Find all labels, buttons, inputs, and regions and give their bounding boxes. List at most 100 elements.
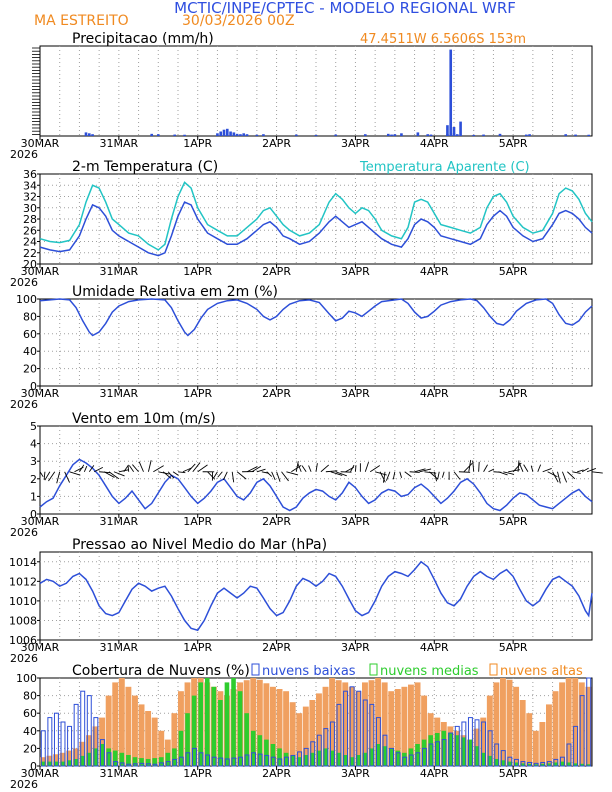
cloud-low-bar <box>395 752 401 767</box>
cloud-low-bar <box>106 752 112 767</box>
wind-arrow <box>453 471 461 480</box>
precip-bar <box>528 134 531 136</box>
cloud-low-bar <box>316 734 322 767</box>
cloud-high-bar <box>493 682 500 766</box>
cloud-mid-bar <box>106 748 111 766</box>
cloud-mid-bar <box>395 750 401 766</box>
wind-arrow <box>385 471 391 481</box>
cloud-low-bar <box>454 725 460 767</box>
legend-label: nuvens altas <box>500 664 583 679</box>
cloud-high-bar <box>316 693 322 766</box>
cloud-high-bar <box>552 691 559 766</box>
humidity-panel: 0 20 40 60 80 100 Umidade Relativa em 2m (%) 30… <box>10 284 593 411</box>
wind-arrow <box>320 464 330 473</box>
cloud-low-bar <box>303 747 309 767</box>
wind-arrow <box>503 471 515 475</box>
cloud-mid-bar <box>454 735 460 766</box>
precip-bar <box>242 133 246 136</box>
cloud-mid-bar <box>185 713 190 766</box>
wind-arrow <box>147 460 152 472</box>
precip-bar <box>150 133 154 136</box>
wind-arrow <box>463 462 473 473</box>
wind-arrow <box>350 464 355 472</box>
cloud-mid-bar <box>415 744 420 766</box>
wind-arrow <box>517 460 520 472</box>
cloud-low-bar <box>126 763 132 767</box>
x-tick-label: 5APR <box>499 515 528 528</box>
x-tick-label: 3APR <box>341 641 370 654</box>
cloud-high-bar <box>362 682 368 766</box>
cloud-low-bar <box>461 721 467 767</box>
cloud-low-bar <box>336 703 342 767</box>
wind-arrow <box>572 471 581 474</box>
cloud-low-bar <box>119 762 125 767</box>
cloud-high-bar <box>276 689 283 766</box>
precip-bar <box>498 133 502 136</box>
x-tick-label: 3APR <box>341 137 370 150</box>
wind-arrow <box>577 469 584 473</box>
wind-arrow <box>404 471 412 478</box>
x-year-label: 2026 <box>10 778 38 791</box>
cloud-high-bar <box>348 686 355 766</box>
x-tick-label: 1APR <box>183 265 212 278</box>
pressure-series-line <box>39 560 593 632</box>
cloud-high-bar <box>256 679 263 766</box>
x-tick-label: 4APR <box>420 641 449 654</box>
y-tick-label: 24 <box>23 236 37 249</box>
cloud-high-bar <box>408 684 414 766</box>
x-tick-label: 4APR <box>420 767 449 780</box>
temperature-grid <box>40 174 592 264</box>
wind-arrow <box>48 471 56 482</box>
cloud-low-bar <box>369 703 375 767</box>
precip-bar <box>222 129 226 136</box>
cloud-mid-bar <box>336 752 341 766</box>
wind-arrow <box>222 471 228 481</box>
y-tick-label: 30 <box>23 202 37 215</box>
cloud-mid-bar <box>434 733 440 766</box>
run-datetime: 30/03/2026 00Z <box>182 13 295 29</box>
cloud-high-bar <box>178 691 184 766</box>
cloud-low-bar <box>507 756 513 767</box>
cloud-mid-bar <box>231 678 236 766</box>
y-tick-label: 0 <box>30 380 37 393</box>
wind-arrow <box>315 463 318 472</box>
y-tick-label: 1010 <box>9 595 37 608</box>
cloud-mid-bar <box>546 763 552 766</box>
cloud-high-bar <box>375 678 382 766</box>
cloud-low-bar <box>546 761 552 767</box>
cloud-mid-bar <box>579 763 585 766</box>
cloud-low-bar <box>474 719 480 767</box>
x-tick-label: 4APR <box>420 265 449 278</box>
y-tick-label: 60 <box>23 328 37 341</box>
cloud-low-bar <box>408 754 414 767</box>
cloud-high-bar <box>302 706 309 766</box>
cloud-low-bar <box>40 730 46 767</box>
cloud-low-bar <box>356 690 362 767</box>
x-year-label: 2026 <box>10 526 38 539</box>
y-tick-label: 22 <box>23 247 37 260</box>
cloud-mid-bar <box>244 713 249 766</box>
cloud-mid-bar <box>323 748 328 766</box>
precip-bar <box>446 125 449 136</box>
cloud-mid-bar <box>178 730 184 766</box>
x-tick-label: 2APR <box>262 387 291 400</box>
cloud-high-bar <box>355 691 362 766</box>
x-tick-label: 31MAR <box>100 387 139 400</box>
cloud-mid-bar <box>191 695 197 766</box>
cloud-mid-bar <box>290 755 295 766</box>
cloud-low-bar <box>415 752 421 767</box>
x-tick-label: 31MAR <box>100 515 139 528</box>
cloud-mid-bar <box>421 739 427 766</box>
precip-bar <box>482 134 485 136</box>
cloud-low-bar <box>553 758 559 767</box>
cloud-mid-bar <box>250 730 256 766</box>
wind-arrow <box>231 471 235 483</box>
wind-arrow <box>153 465 164 473</box>
station-coords: 47.4511W 6.5606S 153m <box>360 32 526 47</box>
cloud-mid-bar <box>99 744 105 766</box>
wind-arrow <box>325 470 338 473</box>
cloud-high-bar <box>296 713 303 766</box>
cloud-mid-bar <box>520 763 525 766</box>
precip-bar <box>235 133 239 136</box>
cloud-high-bar <box>309 700 316 766</box>
